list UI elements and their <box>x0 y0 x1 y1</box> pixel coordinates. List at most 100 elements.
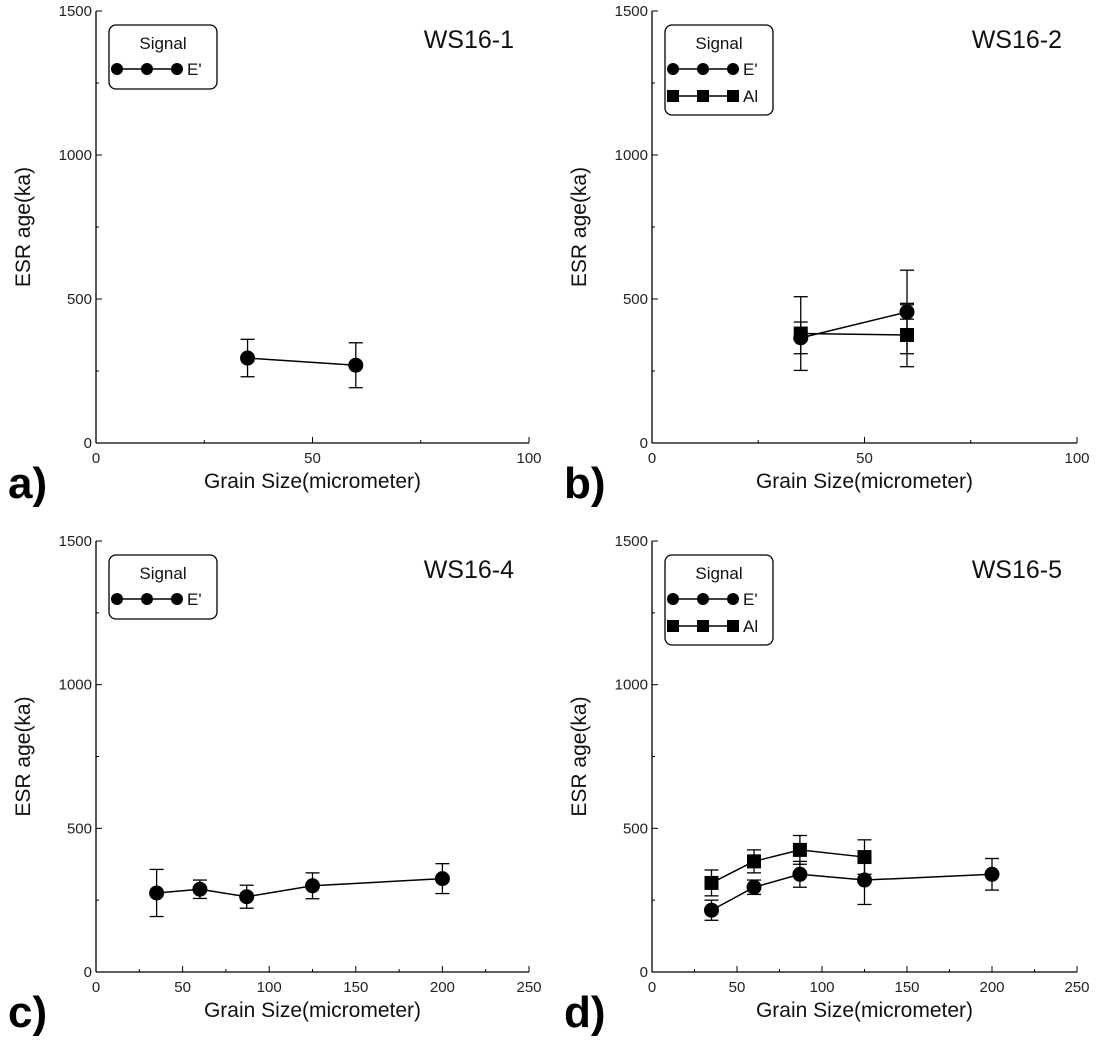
legend-marker-circle <box>111 63 123 75</box>
x-tick-label: 200 <box>430 979 455 996</box>
panel-1: 0 500 1000 1500 0 50 100 Grain Size(micrometer)… <box>8 3 542 508</box>
panel-4: 0 500 1000 1500 0 50 100 150 200 250 Grain Size(mi… <box>564 533 1090 1037</box>
y-tick-label: 1000 <box>59 147 92 164</box>
x-tick-label: 0 <box>648 450 656 467</box>
x-tick-label: 250 <box>516 979 541 996</box>
legend-marker-circle <box>141 593 153 605</box>
x-tick-label: 200 <box>979 979 1004 996</box>
x-tick-label: 100 <box>809 979 834 996</box>
x-tick-label: 50 <box>729 979 746 996</box>
legend-marker-circle <box>667 593 679 605</box>
series-e-prime-point <box>792 866 808 882</box>
y-tick-label: 1000 <box>615 147 648 164</box>
legend-label: E' <box>187 590 202 609</box>
x-tick-label: 50 <box>174 979 191 996</box>
legend-marker-circle <box>141 63 153 75</box>
legend-label: Al <box>743 87 758 106</box>
series-e-prime-point <box>984 866 1000 882</box>
y-tick-label: 1500 <box>59 533 92 550</box>
y-tick-label: 1000 <box>59 677 92 694</box>
y-tick-label: 0 <box>640 435 648 452</box>
y-axis-title: ESR age(ka) <box>12 167 35 287</box>
x-tick-label: 100 <box>1064 450 1089 467</box>
series-e-prime-line <box>247 357 356 366</box>
series-al-point <box>747 854 761 869</box>
legend-marker-square <box>727 620 739 632</box>
panel-letter: a) <box>8 459 47 508</box>
x-tick-label: 250 <box>1064 979 1089 996</box>
panel-letter: b) <box>564 459 606 508</box>
panel-2: 0 500 1000 1500 0 50 100 Grain Size(micrometer)… <box>564 3 1090 508</box>
series-e-prime-point <box>240 350 256 366</box>
x-axis-title: Grain Size(micrometer) <box>756 999 973 1022</box>
legend-marker-square <box>667 90 679 102</box>
series-al-point <box>704 875 719 890</box>
series-e-prime-point <box>149 885 165 901</box>
y-tick-label: 500 <box>623 820 648 837</box>
legend-marker-circle <box>171 593 183 605</box>
x-axis-title: Grain Size(micrometer) <box>204 470 421 493</box>
series-al-point <box>793 326 808 341</box>
legend-marker-circle <box>171 63 183 75</box>
y-tick-label: 0 <box>84 964 92 981</box>
series-al-point <box>792 842 807 857</box>
sample-name: WS16-1 <box>424 26 514 54</box>
series-al-point <box>857 850 872 865</box>
x-axis-title: Grain Size(micrometer) <box>204 999 421 1022</box>
series-e-prime-point <box>239 889 255 905</box>
legend-marker-circle <box>727 63 739 75</box>
legend-marker-circle <box>667 63 679 75</box>
legend-marker-square <box>697 90 709 102</box>
legend-box <box>108 554 218 620</box>
sample-name: WS16-4 <box>424 556 514 584</box>
legend-title: Signal <box>695 34 742 53</box>
legend-title: Signal <box>139 34 186 53</box>
legend-title: Signal <box>139 564 186 583</box>
legend-box <box>108 24 218 90</box>
legend-box <box>664 24 774 116</box>
series-e-prime-point <box>348 357 364 373</box>
series-e-prime-point <box>434 871 450 887</box>
series-e-prime-point <box>704 902 719 918</box>
series-e-prime-point <box>192 881 208 897</box>
x-tick-label: 100 <box>516 450 541 467</box>
y-axis-title: ESR age(ka) <box>12 696 35 816</box>
legend-marker-circle <box>727 593 739 605</box>
legend-box <box>664 554 774 646</box>
legend-title: Signal <box>695 564 742 583</box>
y-tick-label: 0 <box>84 435 92 452</box>
series-e-prime-point <box>305 878 320 894</box>
legend-marker-square <box>697 620 709 632</box>
x-tick-label: 150 <box>894 979 919 996</box>
legend-marker-circle <box>697 593 709 605</box>
legend-label: E' <box>743 590 758 609</box>
y-tick-label: 500 <box>67 820 92 837</box>
y-tick-label: 500 <box>623 291 648 308</box>
legend-marker-circle <box>111 593 123 605</box>
series-al-line <box>800 332 908 336</box>
x-tick-label: 50 <box>856 450 873 467</box>
panel-3: 0 500 1000 1500 0 50 100 150 200 250 Grain Size(mi… <box>8 533 542 1037</box>
y-tick-label: 1500 <box>615 3 648 20</box>
y-tick-label: 500 <box>67 291 92 308</box>
y-tick-label: 1500 <box>615 533 648 550</box>
legend-label: Al <box>743 617 758 636</box>
legend-marker-circle <box>697 63 709 75</box>
y-tick-label: 0 <box>640 964 648 981</box>
sample-name: WS16-5 <box>972 556 1062 584</box>
legend-label: E' <box>743 60 758 79</box>
y-tick-label: 1500 <box>59 3 92 20</box>
x-tick-label: 100 <box>257 979 282 996</box>
x-tick-label: 0 <box>92 979 100 996</box>
y-tick-label: 1000 <box>615 677 648 694</box>
sample-name: WS16-2 <box>972 26 1062 54</box>
series-al-line <box>711 849 865 884</box>
x-axis-title: Grain Size(micrometer) <box>756 470 973 493</box>
x-tick-label: 0 <box>92 450 100 467</box>
x-tick-label: 50 <box>304 450 321 467</box>
legend-marker-square <box>667 620 679 632</box>
legend-label: E' <box>187 60 202 79</box>
series-e-prime-point <box>746 879 762 895</box>
y-axis-title: ESR age(ka) <box>568 696 591 816</box>
